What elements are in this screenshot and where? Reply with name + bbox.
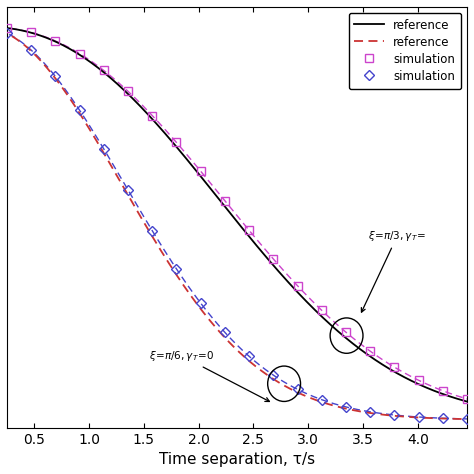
reference xyxy=(108,75,113,81)
simulation xyxy=(271,372,276,378)
reference xyxy=(349,407,355,413)
Legend: reference, reference, simulation, simulation: reference, reference, simulation, simula… xyxy=(348,13,461,89)
simulation xyxy=(198,168,203,174)
simulation xyxy=(53,73,58,79)
simulation xyxy=(367,348,373,354)
simulation xyxy=(222,198,228,204)
simulation xyxy=(125,89,131,94)
simulation xyxy=(4,30,10,36)
simulation xyxy=(28,47,34,53)
simulation xyxy=(392,412,397,418)
simulation xyxy=(343,404,349,410)
simulation xyxy=(101,146,107,152)
Line: simulation: simulation xyxy=(3,24,471,403)
simulation xyxy=(440,415,446,421)
simulation xyxy=(125,187,131,193)
reference xyxy=(270,375,275,381)
simulation xyxy=(295,386,301,392)
simulation xyxy=(464,416,470,422)
simulation xyxy=(101,68,107,73)
simulation xyxy=(246,228,252,233)
simulation xyxy=(367,409,373,415)
simulation xyxy=(28,29,34,35)
simulation xyxy=(198,301,203,306)
simulation xyxy=(4,25,10,31)
simulation xyxy=(222,329,228,335)
simulation xyxy=(149,228,155,234)
simulation xyxy=(53,38,58,44)
reference xyxy=(308,395,313,401)
simulation xyxy=(343,329,349,335)
simulation xyxy=(173,140,179,146)
reference xyxy=(349,340,355,346)
simulation xyxy=(464,396,470,402)
simulation xyxy=(173,266,179,272)
Line: reference: reference xyxy=(0,27,473,419)
simulation xyxy=(319,308,325,313)
Line: simulation: simulation xyxy=(3,29,471,423)
Line: reference: reference xyxy=(0,27,473,403)
simulation xyxy=(319,397,325,402)
Text: $\xi\!=\!\pi/3,\gamma_T\!=\!$: $\xi\!=\!\pi/3,\gamma_T\!=\!$ xyxy=(361,229,426,312)
reference xyxy=(203,180,209,185)
X-axis label: Time separation, τ/s: Time separation, τ/s xyxy=(159,452,315,467)
reference xyxy=(68,98,74,103)
reference xyxy=(203,312,209,318)
simulation xyxy=(246,354,252,359)
simulation xyxy=(416,414,421,420)
simulation xyxy=(271,256,276,262)
simulation xyxy=(295,283,301,289)
Text: $\xi\!=\!\pi/6,\gamma_T\!=\!0$: $\xi\!=\!\pi/6,\gamma_T\!=\!0$ xyxy=(149,349,269,401)
simulation xyxy=(77,51,82,56)
simulation xyxy=(392,365,397,370)
simulation xyxy=(416,377,421,383)
simulation xyxy=(77,108,82,113)
reference xyxy=(68,47,74,53)
simulation xyxy=(440,388,446,393)
reference xyxy=(470,416,474,422)
reference xyxy=(270,261,275,267)
reference xyxy=(470,400,474,406)
reference xyxy=(108,162,113,167)
simulation xyxy=(149,113,155,118)
reference xyxy=(308,303,313,309)
